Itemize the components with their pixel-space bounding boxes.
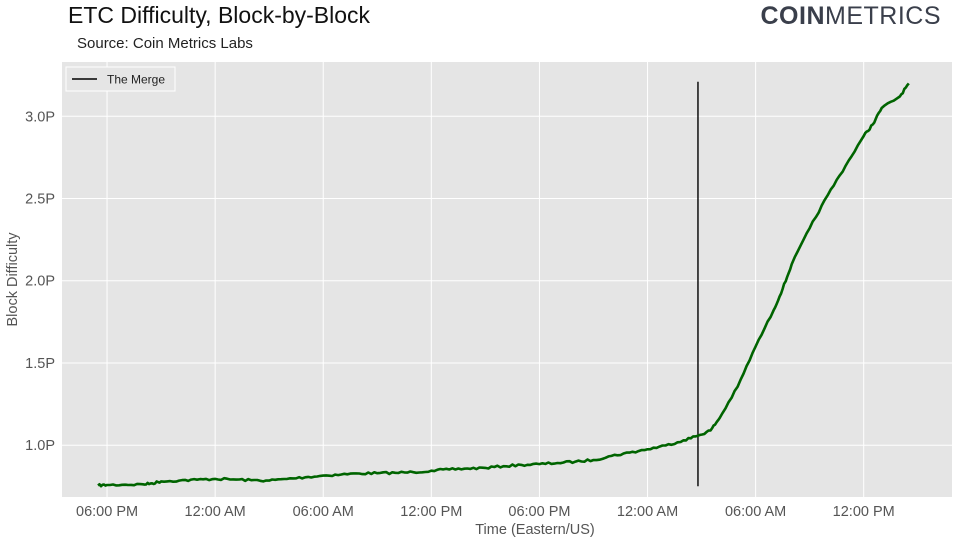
x-tick-label: 12:00 PM <box>400 504 462 520</box>
difficulty-series-line <box>97 82 910 488</box>
x-tick-label: 12:00 AM <box>617 504 678 520</box>
x-tick-label: 06:00 AM <box>725 504 786 520</box>
x-tick-label: 06:00 AM <box>293 504 354 520</box>
y-tick-label: 1.0P <box>25 438 55 454</box>
legend-label: The Merge <box>107 73 165 87</box>
plot-area <box>62 62 952 497</box>
x-tick-label: 12:00 PM <box>833 504 895 520</box>
y-tick-label: 2.5P <box>25 192 55 208</box>
y-tick-label: 3.0P <box>25 109 55 125</box>
chart-title: ETC Difficulty, Block-by-Block <box>68 2 371 28</box>
x-axis-label: Time (Eastern/US) <box>475 522 595 538</box>
x-tick-label: 06:00 PM <box>76 504 138 520</box>
coinmetrics-logo: COINMETRICS <box>760 2 941 30</box>
x-tick-label: 12:00 AM <box>185 504 246 520</box>
x-tick-label: 06:00 PM <box>508 504 570 520</box>
y-axis-label: Block Difficulty <box>5 232 21 327</box>
chart-subtitle: Source: Coin Metrics Labs <box>77 35 253 52</box>
y-tick-label: 1.5P <box>25 356 55 372</box>
y-tick-label: 2.0P <box>25 274 55 290</box>
